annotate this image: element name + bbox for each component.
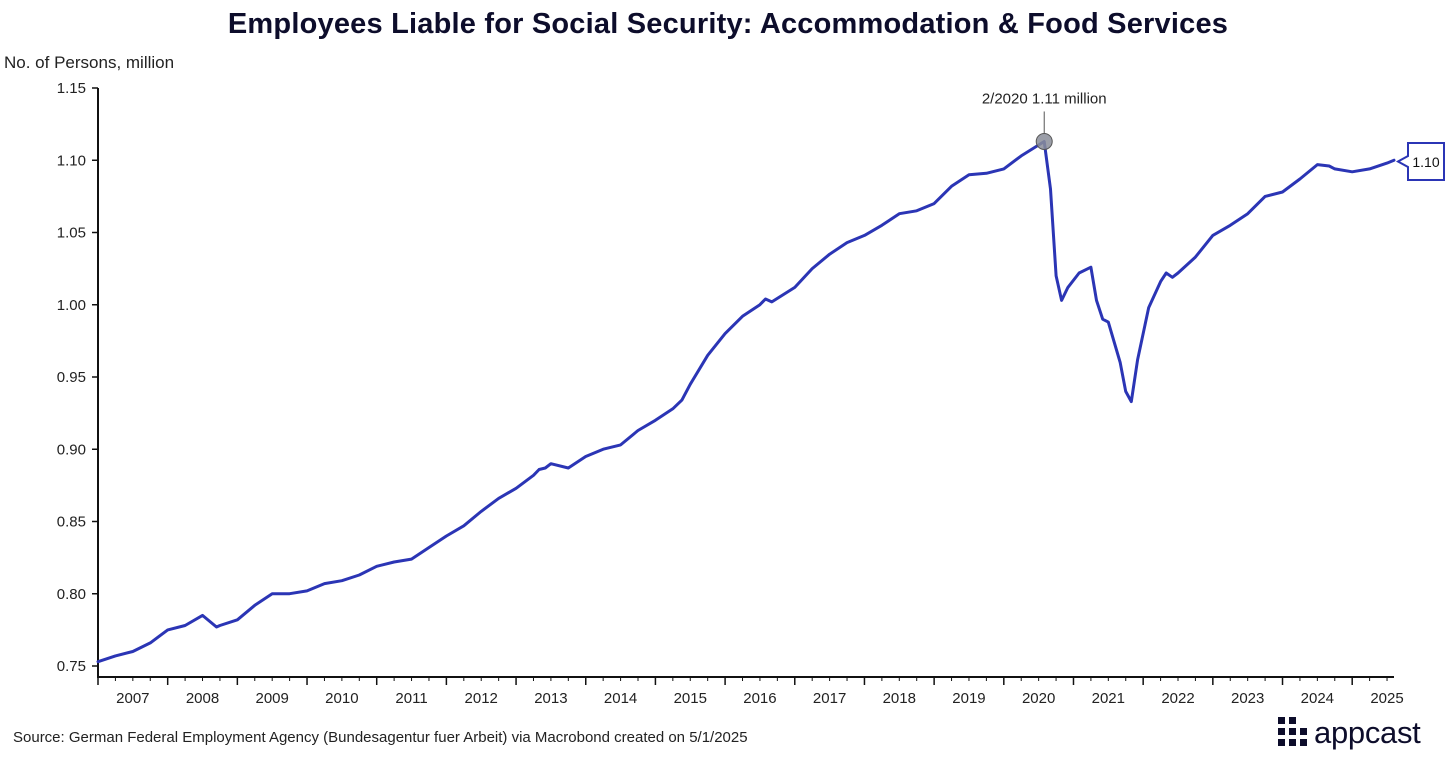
appcast-logo-icon bbox=[1278, 717, 1307, 746]
x-tick-label: 2008 bbox=[186, 690, 219, 707]
last-value-label: 1.10 bbox=[1412, 154, 1439, 170]
x-tick-label: 2012 bbox=[465, 690, 498, 707]
appcast-logo-text: appcast bbox=[1314, 715, 1421, 750]
x-tick-label: 2010 bbox=[325, 690, 358, 707]
x-tick-label: 2024 bbox=[1301, 690, 1334, 707]
y-tick-label: 1.00 bbox=[57, 297, 86, 314]
x-tick-label: 2009 bbox=[256, 690, 289, 707]
y-tick-label: 0.75 bbox=[57, 658, 86, 675]
y-tick-label: 1.15 bbox=[57, 80, 86, 97]
y-tick-label: 1.05 bbox=[57, 225, 86, 242]
x-tick-label: 2023 bbox=[1231, 690, 1264, 707]
x-tick-label: 2015 bbox=[674, 690, 707, 707]
peak-annotation-label: 2/2020 1.11 million bbox=[982, 90, 1107, 107]
appcast-logo: appcast bbox=[1278, 714, 1421, 752]
chart-title: Employees Liable for Social Security: Ac… bbox=[227, 8, 1229, 40]
x-tick-label: 2017 bbox=[813, 690, 846, 707]
y-axis: 0.75 0.80 0.85 0.90 0.95 1.00 1.05 1.10 1.15 bbox=[57, 80, 98, 675]
x-tick-label: 2011 bbox=[395, 690, 427, 707]
x-tick-label: 2016 bbox=[743, 690, 776, 707]
y-tick-label: 0.80 bbox=[57, 586, 86, 603]
x-tick-label: 2018 bbox=[883, 690, 916, 707]
y-tick-label: 0.85 bbox=[57, 514, 86, 531]
x-tick-label: 2022 bbox=[1161, 690, 1194, 707]
last-value-callout: 1.10 bbox=[1395, 142, 1445, 181]
x-axis: 2007 2008 2009 2010 2011 2012 2013 2014 2015 2016… bbox=[97, 677, 1404, 707]
annotation-layer: 2/2020 1.11 million bbox=[982, 90, 1107, 150]
y-tick-label: 0.90 bbox=[57, 441, 86, 458]
y-tick-label: 0.95 bbox=[57, 369, 86, 386]
x-tick-label: 2019 bbox=[952, 690, 985, 707]
series-layer bbox=[96, 140, 1396, 664]
x-tick-label: 2013 bbox=[534, 690, 567, 707]
y-tick-label: 1.10 bbox=[57, 152, 86, 169]
x-tick-label: 2014 bbox=[604, 690, 637, 707]
source-note: Source: German Federal Employment Agency… bbox=[13, 729, 748, 746]
x-tick-label: 2025 bbox=[1370, 690, 1403, 707]
x-tick-label: 2020 bbox=[1022, 690, 1055, 707]
last-value-callout-box bbox=[1395, 142, 1445, 181]
x-tick-label: 2007 bbox=[116, 690, 149, 707]
x-tick-label: 2021 bbox=[1092, 690, 1125, 707]
y-axis-label: No. of Persons, million bbox=[4, 53, 174, 72]
peak-marker bbox=[1035, 132, 1053, 150]
series-line bbox=[96, 140, 1396, 664]
